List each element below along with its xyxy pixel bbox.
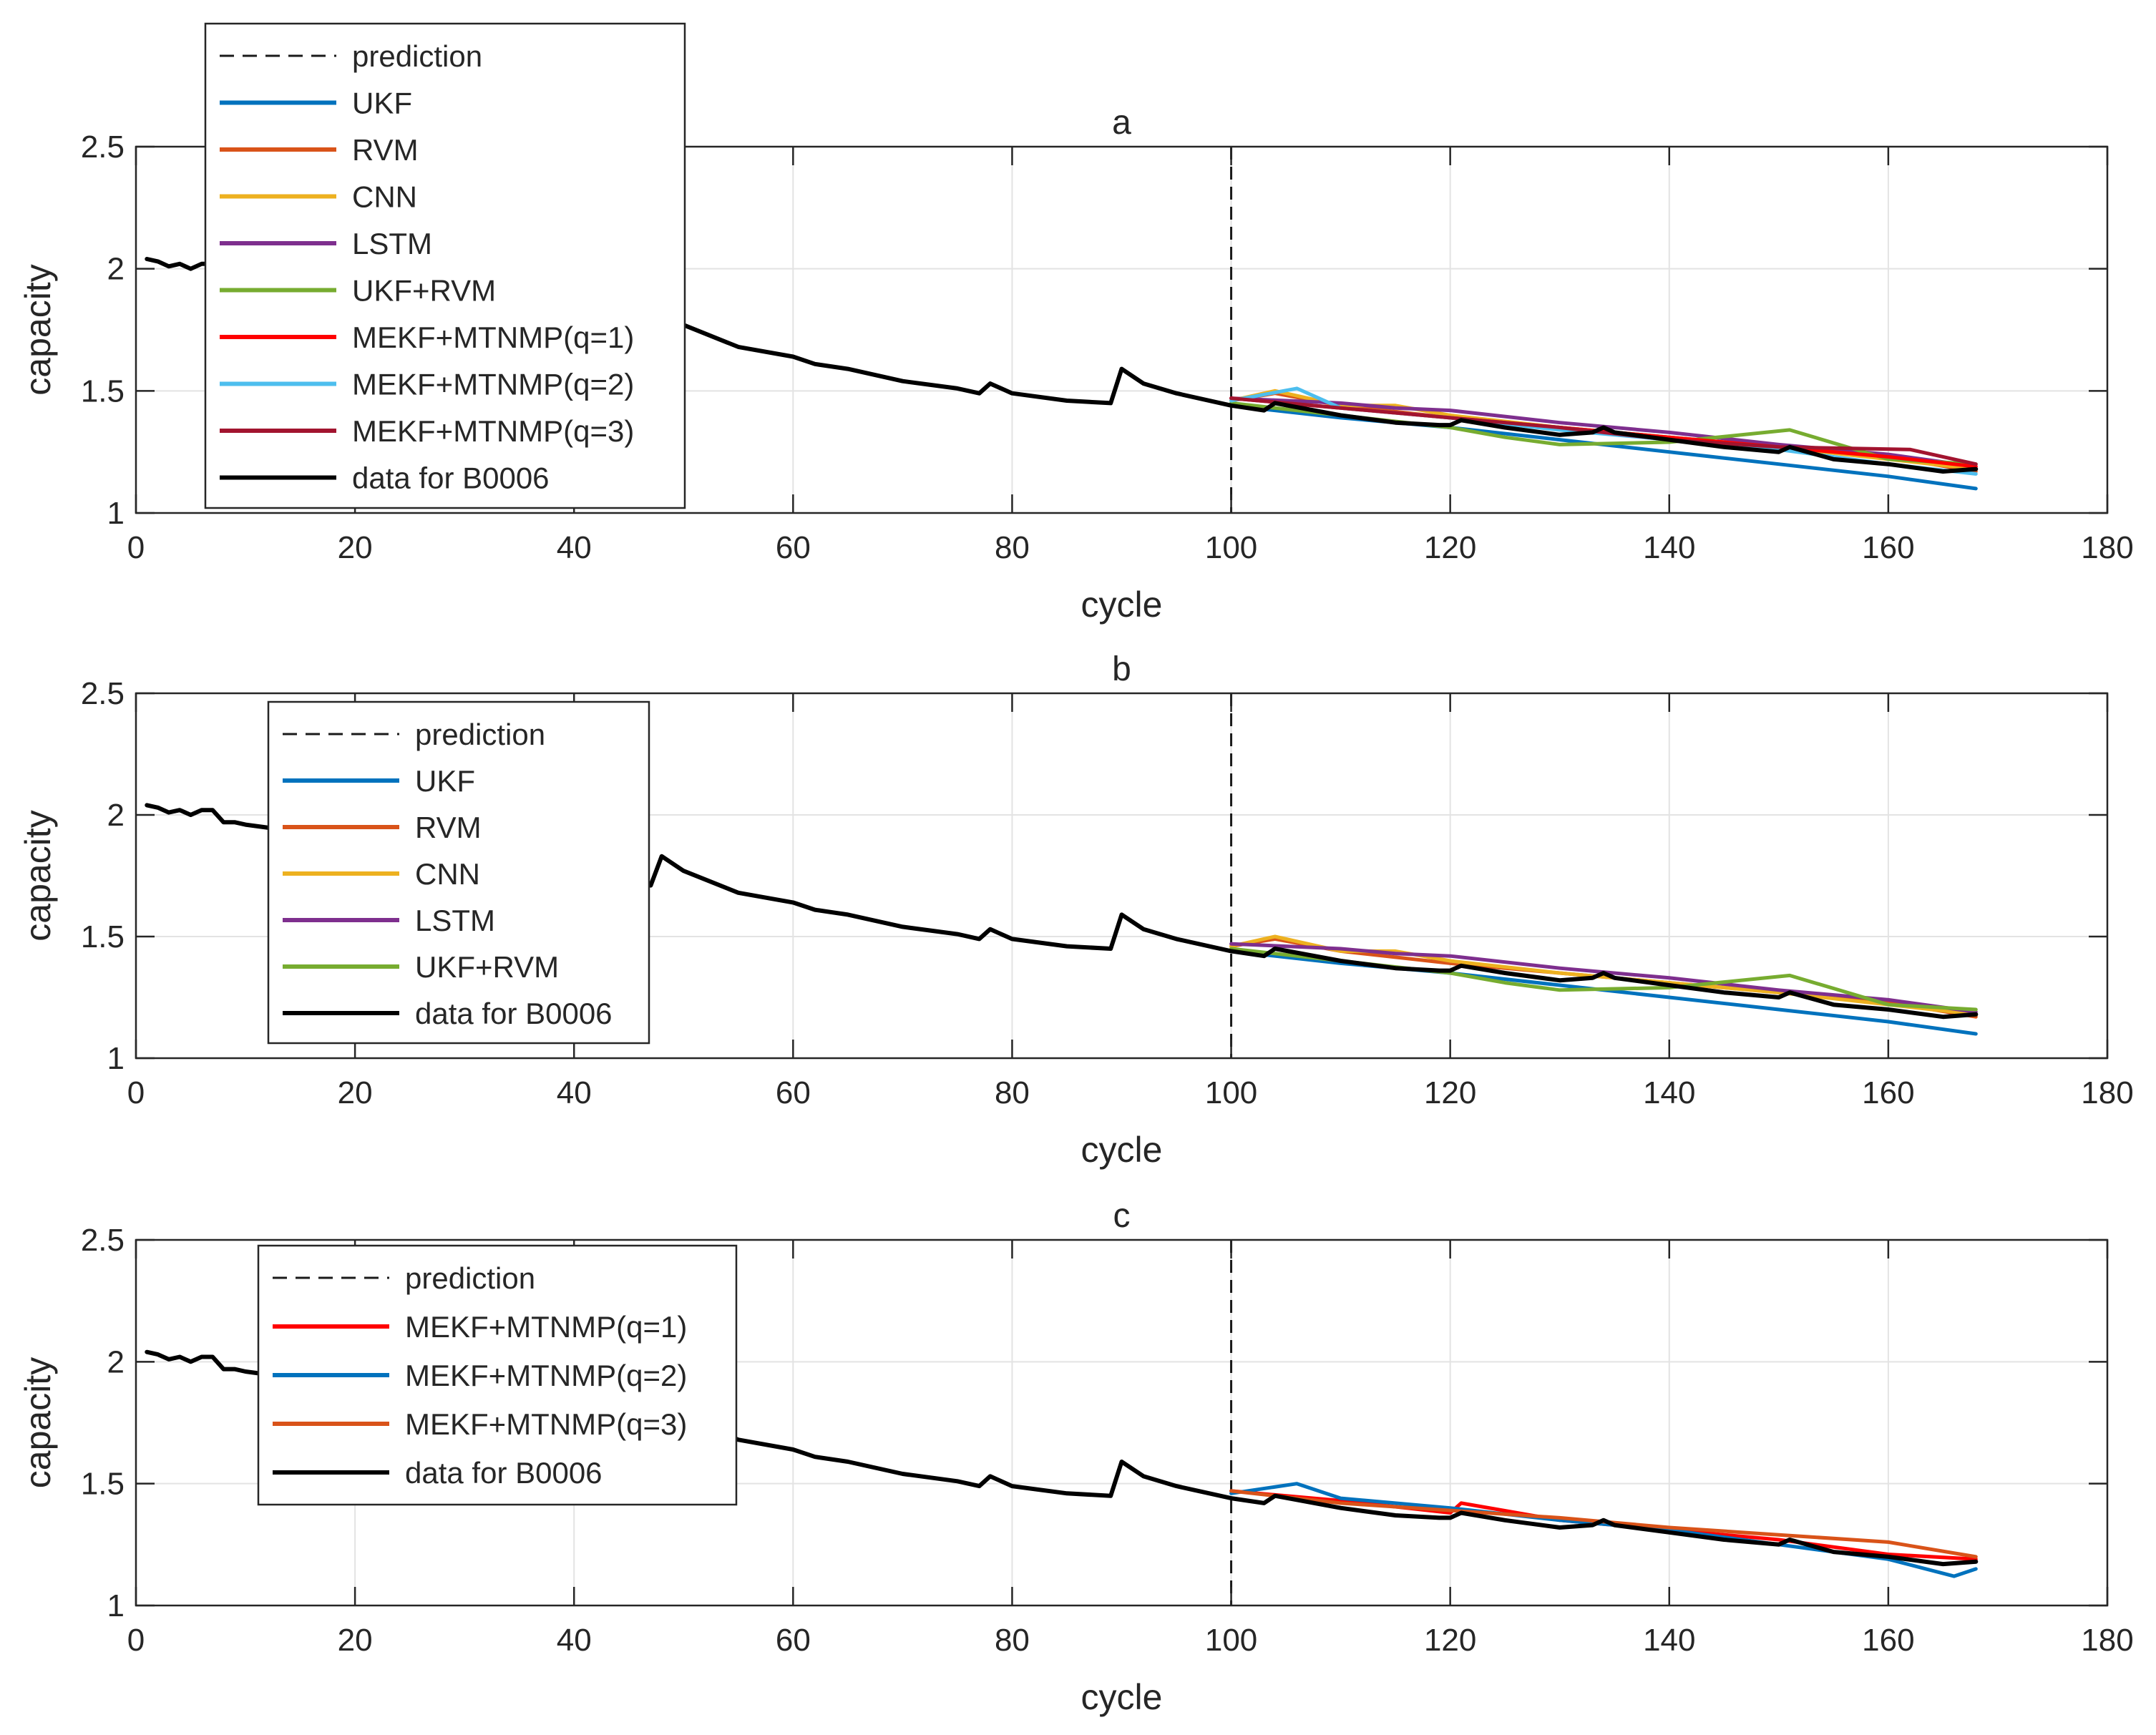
panel-b-xtick-label-80: 80 xyxy=(995,1075,1030,1110)
panel-b-ytick-label-2.5: 2.5 xyxy=(81,676,125,711)
panel-a-legend-label-lstm: LSTM xyxy=(352,227,432,260)
panel-b-xtick-label-40: 40 xyxy=(557,1075,592,1110)
panel-b-series-data-for-b0006 xyxy=(145,803,1979,1020)
panel-c-title: c xyxy=(1113,1197,1131,1235)
panel-a-xtick-label-160: 160 xyxy=(1862,530,1914,565)
panel-a-legend-label-ukf-rvm: UKF+RVM xyxy=(352,274,496,308)
panel-b-xtick-label-100: 100 xyxy=(1205,1075,1257,1110)
panel-a-ytick-label-1: 1 xyxy=(107,496,125,531)
panel-b-legend-label-rvm: RVM xyxy=(415,811,482,844)
panel-c: 0 20 40 60 80 100 120 140 160 180 1 1.5 2 2.5 c cycle ca… xyxy=(18,1197,2134,1717)
panel-b-ytick-label-2: 2 xyxy=(107,798,125,833)
panel-a-ytick-label-2: 2 xyxy=(107,252,125,287)
panel-b-ytick-label-1.5: 1.5 xyxy=(81,919,125,954)
panel-a-xtick-label-80: 80 xyxy=(995,530,1030,565)
panel-b-legend: prediction UKF RVM CNN LSTM UKF+RVM data for B… xyxy=(267,700,650,1045)
panel-b-xtick-label-60: 60 xyxy=(776,1075,811,1110)
panel-a-xtick-label-60: 60 xyxy=(776,530,811,565)
panel-a-legend-label-mekf-mtnmp-q-3: MEKF+MTNMP(q=3) xyxy=(352,414,634,448)
panel-c-legend: prediction MEKF+MTNMP(q=1) MEKF+MTNMP(q=2)… xyxy=(257,1244,738,1506)
panel-b-xtick-label-160: 160 xyxy=(1862,1075,1914,1110)
panel-b-legend-label-cnn: CNN xyxy=(415,857,480,891)
panel-b-xtick-label-0: 0 xyxy=(127,1075,145,1110)
panel-b-legend-label-ukf: UKF xyxy=(415,764,475,798)
panel-c-xtick-label-40: 40 xyxy=(557,1623,592,1658)
panel-c-legend-label-data-for-b0006: data for B0006 xyxy=(405,1456,603,1490)
panel-a-legend-label-ukf: UKF xyxy=(352,87,412,120)
panel-a-xtick-label-100: 100 xyxy=(1205,530,1257,565)
panel-b-xtick-label-20: 20 xyxy=(338,1075,373,1110)
panel-a-xtick-label-180: 180 xyxy=(2081,530,2133,565)
panel-c-series-data-for-b0006 xyxy=(145,1349,1979,1567)
panel-c-xtick-label-0: 0 xyxy=(127,1623,145,1658)
panel-c-xtick-label-160: 160 xyxy=(1862,1623,1914,1658)
panel-a-xlabel: cycle xyxy=(1081,585,1163,625)
panel-a-legend-label-mekf-mtnmp-q-2: MEKF+MTNMP(q=2) xyxy=(352,368,634,401)
panel-b-title: b xyxy=(1112,650,1131,688)
panel-c-legend-label-prediction: prediction xyxy=(405,1261,535,1295)
panel-b-xtick-label-180: 180 xyxy=(2081,1075,2133,1110)
panel-a-legend-label-cnn: CNN xyxy=(352,180,417,214)
panel-c-legend-label-mekf-mtnmp-q-2: MEKF+MTNMP(q=2) xyxy=(405,1359,687,1392)
panel-a-xtick-label-140: 140 xyxy=(1643,530,1695,565)
panel-a-legend: prediction UKF RVM CNN LSTM UKF+RVM MEKF+MTNMP… xyxy=(204,22,686,509)
panel-a-series-lstm xyxy=(1229,396,1978,469)
panel-b: 0 20 40 60 80 100 120 140 160 180 1 1.5 2 2.5 b cycle ca… xyxy=(18,650,2134,1170)
panel-a-legend-label-data-for-b0006: data for B0006 xyxy=(352,461,550,495)
panel-a-title: a xyxy=(1112,104,1131,142)
panel-a-xtick-label-0: 0 xyxy=(127,530,145,565)
panel-c-xlabel: cycle xyxy=(1081,1677,1163,1717)
panel-b-series-lstm xyxy=(1229,942,1978,1014)
panel-c-xtick-label-20: 20 xyxy=(338,1623,373,1658)
panel-a-xtick-label-120: 120 xyxy=(1424,530,1476,565)
panel-c-ytick-label-1.5: 1.5 xyxy=(81,1467,125,1502)
panel-b-ytick-label-1: 1 xyxy=(107,1041,125,1076)
panel-b-legend-label-lstm: LSTM xyxy=(415,904,495,937)
panel-b-xtick-label-120: 120 xyxy=(1424,1075,1476,1110)
panel-b-legend-label-prediction: prediction xyxy=(415,718,545,751)
panel-c-ytick-label-2.5: 2.5 xyxy=(81,1223,125,1258)
panel-c-xtick-label-180: 180 xyxy=(2081,1623,2133,1658)
panel-b-legend-label-data-for-b0006: data for B0006 xyxy=(415,997,613,1030)
panel-c-ylabel: capacity xyxy=(18,1357,58,1488)
panel-c-legend-label-mekf-mtnmp-q-1: MEKF+MTNMP(q=1) xyxy=(405,1310,687,1344)
panel-c-xtick-label-60: 60 xyxy=(776,1623,811,1658)
panel-c-xtick-label-120: 120 xyxy=(1424,1623,1476,1658)
panel-b-ylabel: capacity xyxy=(18,810,58,941)
panel-b-axes-box xyxy=(135,692,2109,1060)
panel-a-legend-label-rvm: RVM xyxy=(352,133,419,167)
panel-a-xtick-label-40: 40 xyxy=(557,530,592,565)
panel-a-ylabel: capacity xyxy=(18,264,58,395)
panel-c-series-mekf-mtnmp-q-3 xyxy=(1229,1489,1978,1559)
panel-a-legend-label-mekf-mtnmp-q-1: MEKF+MTNMP(q=1) xyxy=(352,321,634,354)
panel-a-axes-box xyxy=(135,145,2109,514)
panel-c-ytick-label-1: 1 xyxy=(107,1588,125,1623)
panel-a-xtick-label-20: 20 xyxy=(338,530,373,565)
panel-c-axes-box xyxy=(135,1238,2109,1607)
panel-a-ytick-label-1.5: 1.5 xyxy=(81,373,125,409)
panel-b-series-cnn xyxy=(1229,934,1978,1017)
panel-c-xtick-label-100: 100 xyxy=(1205,1623,1257,1658)
panel-a-ytick-label-2.5: 2.5 xyxy=(81,129,125,165)
panel-a-legend-label-prediction: prediction xyxy=(352,39,482,73)
panel-b-xtick-label-140: 140 xyxy=(1643,1075,1695,1110)
panel-c-xtick-label-80: 80 xyxy=(995,1623,1030,1658)
panel-c-xtick-label-140: 140 xyxy=(1643,1623,1695,1658)
panel-c-legend-label-mekf-mtnmp-q-3: MEKF+MTNMP(q=3) xyxy=(405,1407,687,1441)
panel-a: 0 20 40 60 80 100 120 140 160 180 1 1.5 2 2.5 a cycle ca… xyxy=(18,22,2134,625)
panel-b-xlabel: cycle xyxy=(1081,1130,1163,1170)
panel-b-legend-label-ukf-rvm: UKF+RVM xyxy=(415,950,559,984)
panel-c-ytick-label-2: 2 xyxy=(107,1344,125,1379)
